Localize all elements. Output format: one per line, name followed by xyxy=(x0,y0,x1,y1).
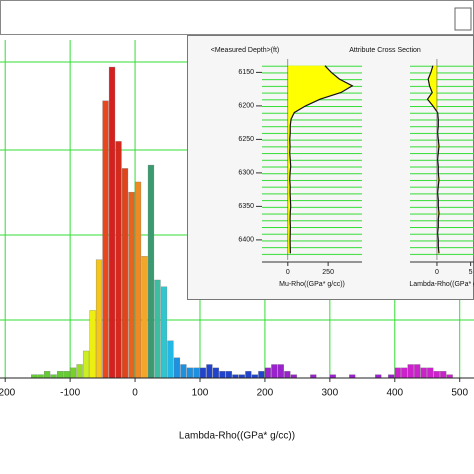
bar xyxy=(128,191,135,379)
bar xyxy=(95,259,103,379)
bar xyxy=(206,364,213,379)
bar xyxy=(160,286,168,379)
bar xyxy=(401,367,408,379)
bar xyxy=(167,340,174,379)
bar xyxy=(446,374,453,379)
bar xyxy=(193,367,200,379)
bar xyxy=(414,364,421,379)
bar xyxy=(76,364,83,379)
bar xyxy=(277,364,284,379)
bar xyxy=(433,371,440,379)
bar xyxy=(121,168,129,379)
bar xyxy=(180,364,187,379)
bar xyxy=(56,371,64,379)
bar xyxy=(427,367,434,379)
bar xyxy=(186,367,194,379)
x-tick-label: 0 xyxy=(435,269,439,276)
bar xyxy=(141,256,148,379)
inset-header: Attribute Cross Section xyxy=(349,47,421,54)
bar xyxy=(89,310,96,379)
track-name: Lambda-Rho((GPa* g/cc)) xyxy=(409,281,474,288)
y-tick-label: 6350 xyxy=(238,203,254,210)
log-fill xyxy=(427,65,439,254)
bar xyxy=(199,367,207,379)
bar xyxy=(290,374,297,379)
bar xyxy=(258,371,265,379)
x-tick-label: 5 xyxy=(469,269,473,276)
bar xyxy=(37,374,44,379)
bar xyxy=(212,367,220,379)
bar xyxy=(63,371,70,379)
x-tick-label: 250 xyxy=(322,269,334,276)
log-curve xyxy=(289,65,354,254)
bar xyxy=(420,367,427,379)
inset-header: <Measured Depth>(ft) xyxy=(211,47,279,54)
bar xyxy=(394,367,401,379)
bar xyxy=(407,364,414,379)
bar xyxy=(102,100,109,379)
bar xyxy=(251,374,258,379)
bar xyxy=(329,374,336,379)
y-tick-label: 6400 xyxy=(238,237,254,244)
bar xyxy=(115,141,122,379)
bar xyxy=(225,371,233,379)
bar xyxy=(375,374,382,379)
bar xyxy=(440,371,447,379)
bar xyxy=(147,164,155,379)
bar xyxy=(154,279,161,379)
log-fill xyxy=(287,65,353,254)
track-name: Mu-Rho((GPa* g/cc)) xyxy=(279,281,345,288)
bar xyxy=(238,374,245,379)
log-curve xyxy=(426,65,440,254)
x-tick-label: 400 xyxy=(386,388,403,399)
bar xyxy=(50,374,57,379)
x-tick-label: 200 xyxy=(257,388,274,399)
track-grid xyxy=(410,62,474,258)
bar xyxy=(173,357,181,379)
bar xyxy=(134,181,142,379)
y-tick-label: 6200 xyxy=(238,103,254,110)
x-tick-label: 300 xyxy=(322,388,339,399)
bar xyxy=(31,374,38,379)
bar xyxy=(219,371,226,379)
bar xyxy=(245,371,252,379)
bar xyxy=(82,350,90,379)
bar xyxy=(264,367,271,379)
x-tick-label: 0 xyxy=(286,269,290,276)
bar xyxy=(284,371,291,379)
bar xyxy=(232,374,239,379)
x-axis-label: Lambda-Rho((GPa* g/cc)) xyxy=(179,431,295,442)
y-tick-label: 6300 xyxy=(238,170,254,177)
x-tick-label: -200 xyxy=(0,388,16,399)
x-tick-label: 0 xyxy=(132,388,138,399)
bar xyxy=(108,66,116,379)
bar xyxy=(310,374,317,379)
bar xyxy=(388,374,395,379)
bar xyxy=(69,367,77,379)
inset-panel xyxy=(187,35,474,300)
x-tick-label: 500 xyxy=(451,388,468,399)
x-tick-label: -100 xyxy=(60,388,80,399)
bar xyxy=(44,371,51,379)
bar xyxy=(349,374,356,379)
x-tick-label: 100 xyxy=(192,388,209,399)
bar xyxy=(271,364,278,379)
top-strip xyxy=(0,0,474,35)
y-tick-label: 6150 xyxy=(238,69,254,76)
y-tick-label: 6250 xyxy=(238,136,254,143)
window-button[interactable] xyxy=(454,7,472,31)
